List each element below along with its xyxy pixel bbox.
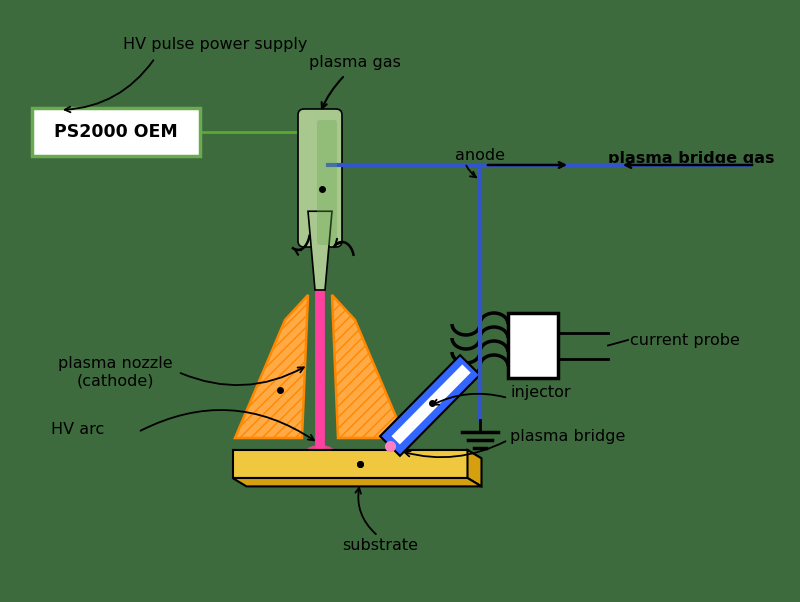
Bar	[32, 108, 200, 156]
Ellipse shape	[302, 445, 338, 467]
Polygon shape	[332, 295, 405, 438]
Polygon shape	[233, 450, 482, 458]
Polygon shape	[233, 478, 482, 486]
Text: anode: anode	[455, 147, 505, 163]
Text: plasma bridge: plasma bridge	[510, 429, 626, 444]
Polygon shape	[380, 355, 480, 456]
Polygon shape	[467, 450, 482, 486]
Bar	[508, 313, 558, 378]
Text: substrate: substrate	[342, 538, 418, 553]
Polygon shape	[233, 450, 467, 478]
Text: current probe: current probe	[630, 332, 740, 347]
Polygon shape	[235, 295, 308, 438]
FancyBboxPatch shape	[298, 109, 342, 247]
Polygon shape	[391, 364, 470, 444]
Text: HV arc: HV arc	[51, 423, 105, 438]
Text: HV pulse power supply: HV pulse power supply	[123, 37, 307, 52]
Text: plasma bridge gas: plasma bridge gas	[609, 150, 775, 166]
Text: plasma gas: plasma gas	[309, 55, 401, 69]
FancyBboxPatch shape	[317, 120, 337, 245]
Text: plasma nozzle
(cathode): plasma nozzle (cathode)	[58, 356, 172, 388]
Text: PS2000 OEM: PS2000 OEM	[54, 123, 178, 141]
Polygon shape	[308, 211, 332, 290]
Text: injector: injector	[510, 385, 570, 400]
